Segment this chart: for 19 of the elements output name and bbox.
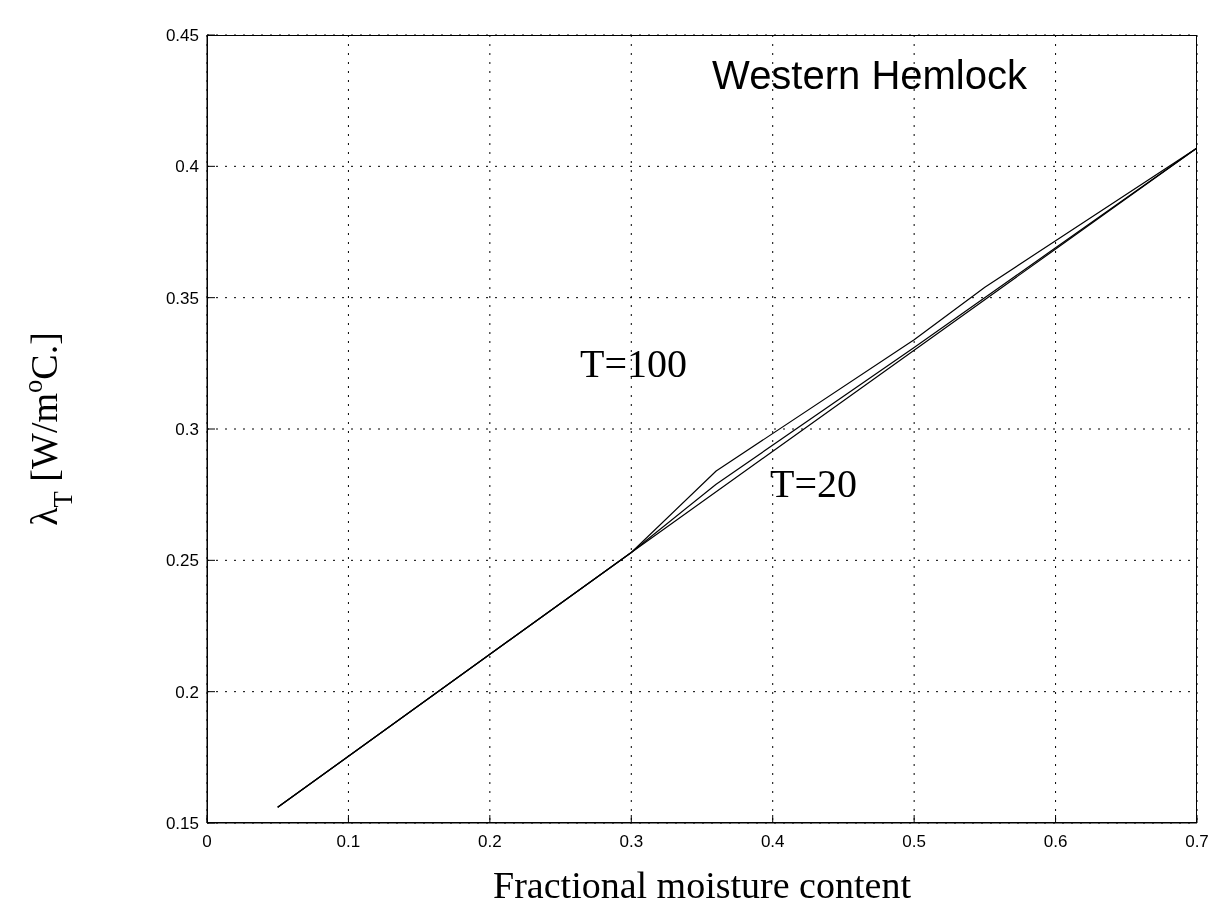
y-tick-label: 0.25 — [165, 551, 199, 571]
x-tick-label: 0.7 — [1185, 832, 1209, 852]
x-tick-label: 0.6 — [1043, 832, 1068, 852]
x-tick-label: 0.4 — [760, 832, 785, 852]
x-tick-label: 0.5 — [902, 832, 926, 852]
text: Western Hemlock — [712, 53, 1027, 98]
x-tick-label: 0.1 — [336, 832, 361, 852]
x-tick-label: 0 — [202, 832, 212, 852]
y-tick-label: 0.2 — [175, 682, 199, 702]
y-tick-label: 0.3 — [175, 420, 199, 440]
x-tick-label: 0.3 — [619, 832, 644, 852]
y-tick-label: 0.35 — [165, 288, 199, 308]
y-tick-label: 0.15 — [165, 814, 199, 834]
annotation: T=100 — [580, 340, 687, 387]
annotation: T=20 — [770, 460, 857, 507]
y-tick-label: 0.4 — [175, 157, 199, 177]
x-axis-title: Fractional moisture content — [493, 864, 912, 906]
y-tick-label: 0.45 — [165, 26, 199, 46]
x-tick-label: 0.2 — [478, 832, 502, 852]
